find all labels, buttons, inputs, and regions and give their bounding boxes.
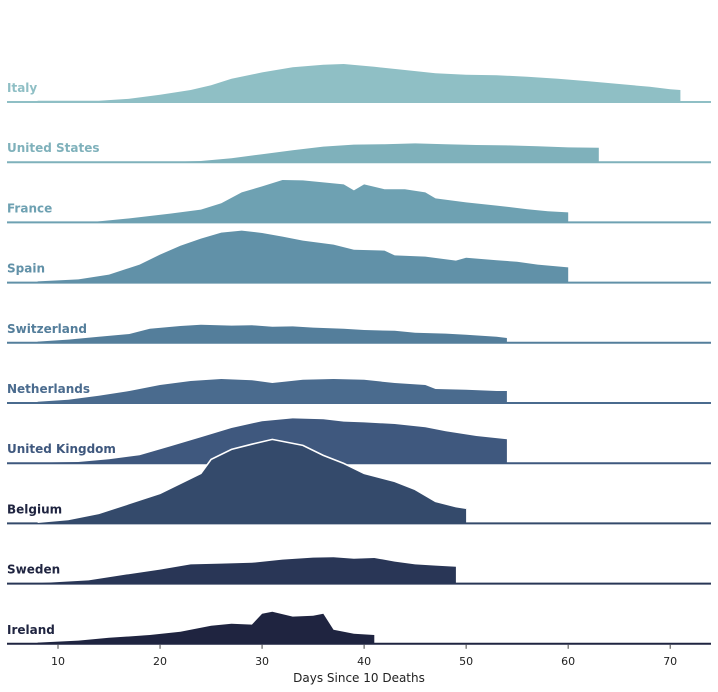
country-label-france: France [7,201,52,215]
country-label-ireland: Ireland [7,623,55,637]
ridge-area-italy [37,64,681,102]
country-label-spain: Spain [7,262,45,276]
ridge-area-france [37,180,569,223]
x-tick-label-10: 10 [51,655,65,668]
x-tick-label-20: 20 [153,655,167,668]
x-tick-label-30: 30 [255,655,269,668]
ridge-area-spain [37,230,569,283]
country-label-belgium: Belgium [7,502,62,516]
x-tick-label-40: 40 [357,655,371,668]
x-axis-title: Days Since 10 Deaths [293,671,425,685]
country-label-netherlands: Netherlands [7,382,90,396]
country-labels-group: Italy United States France Spain Switzerland… [7,81,116,637]
country-label-italy: Italy [7,81,37,95]
ridges-group [7,64,711,645]
country-label-united-kingdom: United Kingdom [7,442,116,456]
ridge-area-sweden [37,557,456,584]
x-tick-label-60: 60 [561,655,575,668]
overlay-line-belgium [37,438,467,523]
x-axis: 10 20 30 40 50 60 70 [51,644,677,668]
x-tick-label-50: 50 [459,655,473,668]
ridge-area-switzerland [37,324,507,343]
ridge-area-ireland [37,611,375,644]
country-label-united-states: United States [7,141,100,155]
ridge-area-united-states [37,143,599,163]
ridge-area-netherlands [37,379,507,403]
country-label-switzerland: Switzerland [7,322,87,336]
x-tick-label-70: 70 [663,655,677,668]
country-label-sweden: Sweden [7,563,60,577]
ridge-area-belgium [37,439,467,524]
